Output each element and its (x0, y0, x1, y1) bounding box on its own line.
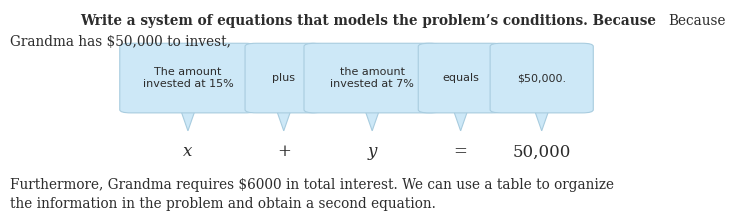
Polygon shape (453, 110, 468, 131)
Polygon shape (365, 110, 380, 131)
Text: Grandma has $50,000 to invest,: Grandma has $50,000 to invest, (10, 35, 231, 49)
Text: x: x (184, 143, 192, 160)
Text: equals: equals (442, 73, 479, 83)
FancyBboxPatch shape (119, 43, 256, 113)
Text: The amount
invested at 15%: The amount invested at 15% (142, 67, 234, 89)
Text: Furthermore, Grandma requires $6000 in total interest. We can use a table to org: Furthermore, Grandma requires $6000 in t… (10, 178, 614, 211)
Text: plus: plus (272, 73, 296, 83)
Text: y: y (368, 143, 377, 160)
Text: =: = (454, 143, 467, 160)
FancyBboxPatch shape (419, 43, 503, 113)
FancyBboxPatch shape (245, 43, 322, 113)
FancyBboxPatch shape (490, 43, 593, 113)
Text: Because: Because (668, 14, 726, 28)
Text: +: + (277, 143, 290, 160)
FancyBboxPatch shape (304, 43, 440, 113)
Text: 50,000: 50,000 (512, 143, 571, 160)
Text: the amount
invested at 7%: the amount invested at 7% (330, 67, 414, 89)
Text: Write a system of equations that models the problem’s conditions. Because: Write a system of equations that models … (80, 14, 657, 28)
Polygon shape (181, 110, 195, 131)
Polygon shape (534, 110, 549, 131)
Text: $50,000.: $50,000. (517, 73, 566, 83)
Polygon shape (276, 110, 291, 131)
